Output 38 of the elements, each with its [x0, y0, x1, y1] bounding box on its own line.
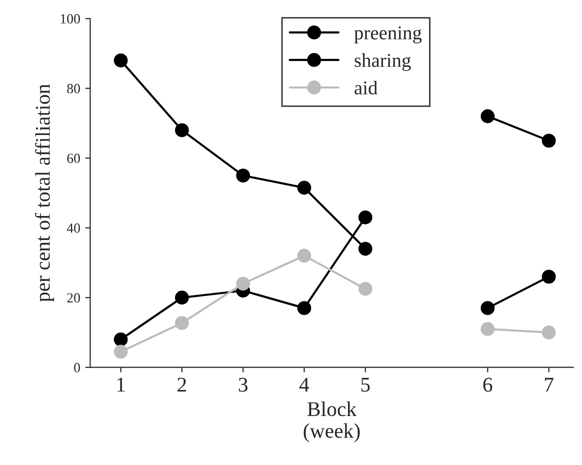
x-tick-label: 2: [178, 378, 186, 392]
point: [480, 322, 495, 336]
point: [480, 109, 495, 124]
point: [358, 210, 372, 224]
y-tick-label: 80: [67, 84, 80, 94]
point: [174, 123, 189, 138]
x-tick-label: 1: [117, 378, 125, 392]
point: [297, 301, 312, 316]
x-axis-title: Block (week): [304, 402, 360, 442]
point: [358, 282, 372, 296]
legend-label: sharing: [354, 53, 411, 71]
point: [542, 270, 556, 284]
legend-label: aid: [354, 80, 378, 94]
legend-label: preening: [354, 26, 422, 44]
point: [236, 276, 250, 291]
point: [174, 290, 189, 305]
point: [114, 332, 128, 346]
point: [114, 344, 128, 359]
point: [358, 242, 372, 256]
point: [114, 54, 128, 68]
x-tick-label: 6: [483, 378, 492, 392]
point: [174, 316, 189, 330]
y-tick-label: 100: [60, 14, 80, 24]
y-tick-label: 60: [67, 154, 80, 164]
x-tick-label: 4: [299, 378, 310, 392]
y-axis-title: per cent of total affiliation: [34, 84, 54, 302]
point: [297, 180, 312, 195]
x-tick-label: 5: [361, 378, 370, 392]
x-tick-label: 7: [544, 378, 554, 392]
x-tick-label: 3: [238, 378, 248, 392]
point: [480, 301, 495, 316]
y-tick-label: 0: [74, 362, 80, 372]
y-tick-label: 20: [67, 293, 80, 303]
y-tick-label: 40: [66, 223, 80, 233]
point: [236, 168, 250, 182]
point: [297, 248, 312, 263]
point: [542, 326, 556, 340]
point: [542, 134, 556, 148]
